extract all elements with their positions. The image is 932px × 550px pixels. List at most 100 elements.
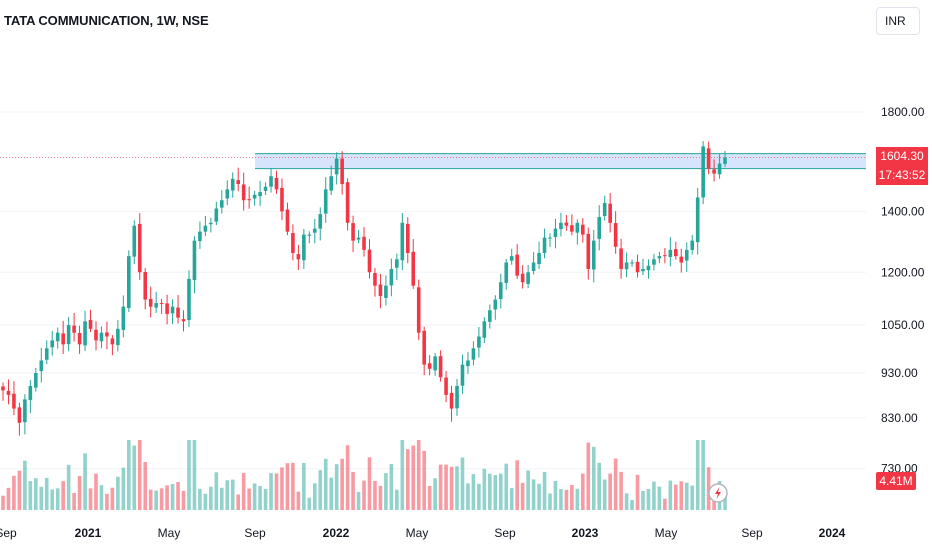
candle (663, 248, 667, 264)
candle (83, 310, 87, 352)
candle (154, 291, 158, 313)
candle (291, 224, 295, 261)
candle (657, 251, 662, 264)
candle (706, 141, 711, 175)
candle (520, 265, 525, 289)
volume-bar (504, 463, 509, 510)
resistance-zone[interactable] (0, 153, 866, 170)
volume-bar (657, 486, 662, 510)
countdown-label: 17:43:52 (878, 168, 926, 183)
volume-bar (537, 483, 541, 510)
candle (498, 273, 503, 309)
candle (23, 394, 27, 435)
volume-bar (44, 477, 49, 510)
volume-bar (34, 478, 38, 510)
candle (509, 248, 514, 265)
candle (116, 320, 120, 352)
zone-rect[interactable] (255, 153, 866, 169)
candle (55, 327, 60, 349)
candle (422, 326, 426, 376)
volume-bar (635, 474, 640, 510)
candle (542, 228, 547, 259)
volume-bar (663, 498, 667, 510)
volume-bar (542, 471, 547, 510)
time-tick-label: May (158, 526, 181, 540)
candle (329, 165, 333, 196)
candle (466, 352, 470, 374)
candle (444, 371, 448, 403)
candle (378, 274, 383, 309)
volume-bar (187, 440, 191, 510)
symbol-title[interactable]: TATA COMMUNICATION, 1W, NSE (4, 13, 209, 28)
volume-bar (203, 493, 208, 510)
volume-bar (50, 489, 55, 510)
candle (526, 264, 530, 289)
volume-bar (356, 492, 361, 510)
volume-bars (1, 440, 727, 510)
volume-bar (137, 440, 142, 510)
volume-bar (422, 450, 426, 510)
candle (312, 218, 317, 244)
volume-bar (318, 470, 323, 510)
candle (77, 325, 82, 354)
volume-bar (340, 458, 344, 510)
candle (427, 355, 432, 376)
currency-button[interactable]: INR (876, 7, 920, 35)
volume-bar (548, 493, 552, 510)
candle (482, 317, 487, 344)
volume-bar (192, 440, 197, 510)
alert-icon-group[interactable] (708, 483, 728, 503)
time-axis[interactable]: Sep 2021 May Sep 2022 May Sep 2023 May Sep 2024 (0, 526, 846, 540)
candle (198, 221, 202, 249)
candle (203, 215, 208, 236)
volume-bar (362, 480, 366, 510)
candle (362, 227, 366, 257)
volume-bar (559, 489, 563, 510)
volume-bar (159, 488, 164, 510)
volume-bar (668, 480, 673, 510)
candle (334, 152, 339, 185)
volume-bar (23, 460, 27, 510)
volume-bar (438, 464, 443, 510)
volume-bar (581, 473, 585, 510)
candle (318, 207, 323, 241)
volume-bar (613, 458, 618, 510)
candle (340, 151, 344, 195)
candle (460, 354, 465, 394)
candle (488, 304, 492, 329)
candle (99, 326, 104, 349)
volume-bar (296, 491, 301, 510)
volume-bar (165, 485, 169, 510)
volume-bar (77, 475, 82, 510)
volume-bar (220, 487, 224, 510)
volume-bar (66, 464, 71, 510)
volume-bar (236, 494, 241, 510)
volume-bar (652, 481, 656, 510)
candle (613, 211, 618, 254)
candle (389, 258, 394, 297)
lightning-bolt-icon (715, 487, 721, 499)
candle (12, 381, 16, 416)
volume-bar (345, 445, 350, 510)
candle (50, 330, 55, 356)
volume-bar (225, 480, 230, 510)
volume-bar (695, 440, 700, 510)
candle (684, 242, 689, 272)
candle (586, 227, 591, 280)
candle (717, 154, 722, 179)
volume-bar (509, 488, 514, 510)
candle (192, 236, 197, 294)
candle (619, 238, 623, 279)
candle (712, 159, 716, 182)
candle (34, 367, 38, 392)
price-tick-label: 1400.00 (881, 204, 925, 218)
volume-bar (444, 464, 448, 510)
volume-bar (105, 493, 109, 510)
volume-bar (690, 485, 695, 510)
volume-bar (323, 458, 328, 510)
volume-bar (6, 487, 11, 510)
price-axis[interactable]: 1800.00 1400.00 1200.00 1050.00 930.00 830.00… (881, 105, 925, 476)
volume-bar (455, 466, 459, 510)
volume-bar (411, 445, 416, 510)
